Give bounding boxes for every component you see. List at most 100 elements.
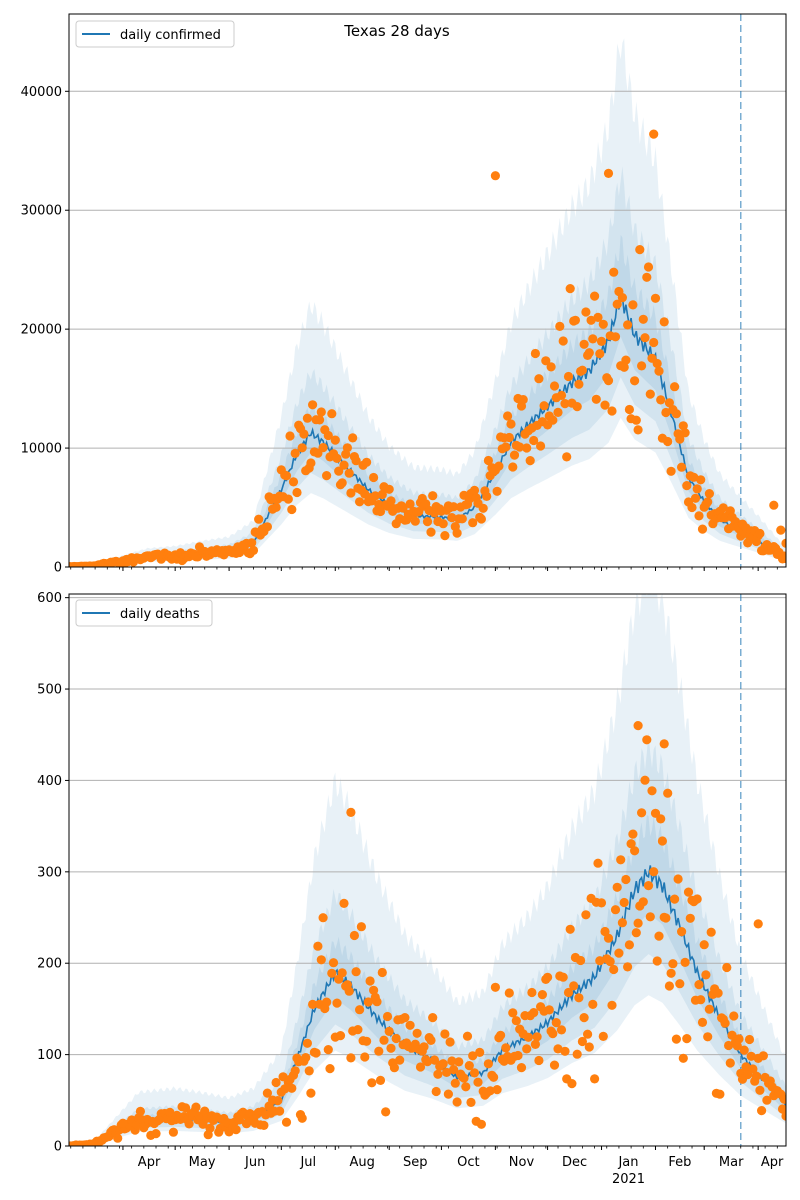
observed-point [619,362,629,372]
observed-point [563,371,574,382]
observed-point [431,1086,441,1097]
observed-point [529,435,539,446]
y-tick-label: 500 [37,683,62,698]
observed-point [678,421,688,431]
observed-point [496,1030,506,1040]
observed-point [478,503,488,513]
observed-point [732,1041,742,1051]
observed-point [696,995,706,1005]
observed-point [682,1034,692,1044]
observed-point [506,419,516,429]
observed-point [682,481,692,491]
observed-point [440,531,450,541]
observed-point [469,485,480,495]
observed-point-highlight [776,525,786,535]
observed-point [344,468,354,478]
observed-point [466,1097,476,1107]
observed-point [360,1052,370,1062]
observed-point [670,382,680,392]
observed-point [638,314,648,324]
observed-point [504,988,514,998]
observed-point [577,1036,588,1047]
observed-point [429,1055,440,1065]
observed-point [649,867,659,877]
observed-point [640,333,650,343]
observed-point [579,1013,589,1023]
observed-point [381,1107,391,1117]
observed-point [624,404,635,415]
observed-point [680,428,690,438]
observed-point [355,497,365,507]
observed-point [704,1004,715,1014]
observed-point-highlight [88,1139,98,1146]
observed-point [596,336,607,346]
observed-point [422,1057,433,1067]
observed-point [374,1046,384,1056]
observed-point [565,284,575,294]
observed-point [703,1032,713,1042]
observed-point-highlight [118,1118,128,1128]
observed-point [549,1060,560,1070]
observed-point [673,874,683,884]
observed-point [318,443,328,453]
observed-point [511,1016,521,1026]
observed-point [689,472,699,482]
observed-point [518,395,528,405]
observed-point [281,471,292,481]
observed-point [746,1051,756,1061]
observed-point [374,499,384,510]
observed-point [386,1043,396,1053]
observed-point [283,494,293,504]
observed-point [527,987,537,998]
observed-point [473,1077,483,1087]
observed-point-highlight [346,807,356,818]
observed-point [316,955,326,965]
observed-point [671,409,682,419]
observed-point [322,471,332,481]
observed-point [297,1113,307,1123]
observed-point [558,336,568,346]
observed-point [677,927,687,937]
observed-point [541,356,551,366]
observed-point [643,262,654,272]
observed-point [386,496,396,506]
observed-point [370,491,380,501]
observed-point [523,1032,534,1042]
observed-point [637,808,647,818]
observed-point [694,511,704,521]
observed-point [781,553,786,564]
observed-point [621,874,631,885]
observed-point [661,407,671,418]
observed-point [631,415,641,425]
observed-point [440,1029,450,1039]
observed-point [428,1013,438,1023]
observed-point [285,431,295,441]
observed-point [315,415,325,425]
observed-point [664,398,675,408]
observed-point [556,390,567,400]
observed-point [184,1119,194,1129]
observed-point [744,1034,755,1045]
observed-point [362,1036,372,1046]
observed-point [654,366,664,376]
observed-point [704,489,715,499]
observed-point [609,964,619,975]
observed-point [694,980,704,990]
deaths-gridlines [69,597,786,1056]
observed-point [624,940,635,950]
observed-point [741,1062,751,1072]
observed-point [652,956,662,966]
observed-point [151,1129,161,1139]
x-tick-label: Sep [403,1155,428,1170]
observed-point [633,918,643,928]
observed-point [428,491,438,501]
y-tick-label: 300 [37,865,62,880]
observed-point [628,829,638,839]
confirmed-axes-frame [68,13,787,568]
observed-point [231,1125,241,1135]
confirmed-legend-label: daily confirmed [120,28,221,43]
observed-point [299,429,309,439]
x-tick-label: Jun [244,1155,265,1170]
observed-point [685,913,695,923]
observed-point [590,1074,600,1084]
